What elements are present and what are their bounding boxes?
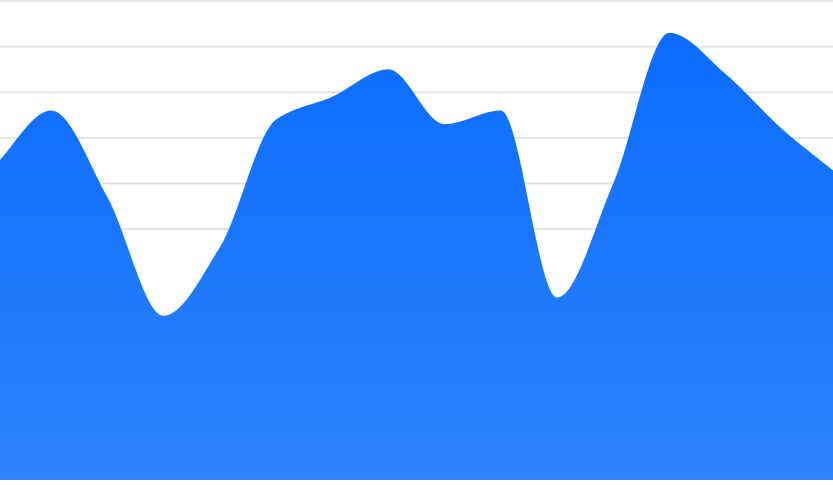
area-fill bbox=[0, 32, 833, 480]
series-area bbox=[0, 32, 833, 480]
